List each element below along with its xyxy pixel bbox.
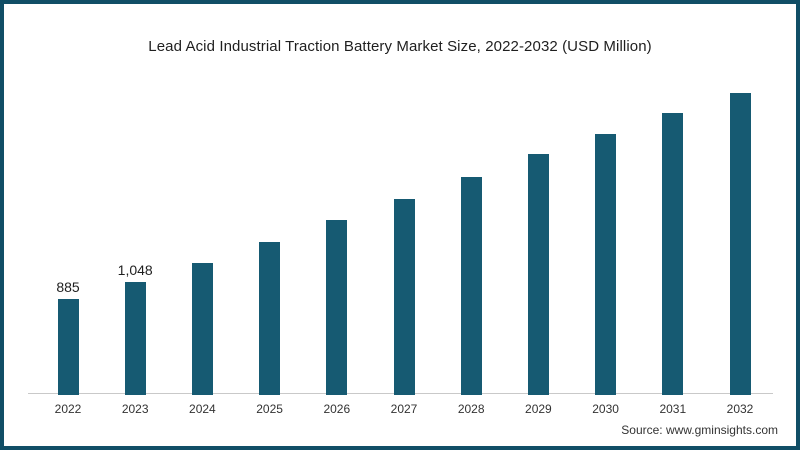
x-tick-label-2028: 2028 <box>457 402 485 416</box>
x-tick-label-2026: 2026 <box>323 402 351 416</box>
bar-2027 <box>393 198 415 395</box>
bar-2023 <box>124 281 146 395</box>
bar-2029 <box>527 153 549 395</box>
x-tick-label-2025: 2025 <box>256 402 283 416</box>
x-tick-label-2029: 2029 <box>525 402 552 416</box>
bar-2031 <box>662 112 684 395</box>
bar-2022 <box>57 299 79 395</box>
x-tick-label-2022: 2022 <box>54 402 82 416</box>
x-tick-label-2030: 2030 <box>592 402 619 416</box>
x-tick-label-2024: 2024 <box>189 402 216 416</box>
x-tick-label-2023: 2023 <box>121 402 149 416</box>
plot-area: 885 2022 1,048 2023 2024 2025 2026 2027 2028 2029… <box>4 4 796 446</box>
x-tick-label-2027: 2027 <box>390 402 418 416</box>
bar-value-label-2023: 1,048 <box>117 261 153 278</box>
x-tick-label-2031: 2031 <box>659 402 687 416</box>
bar-2024 <box>191 263 213 395</box>
x-tick-label-2032: 2032 <box>726 402 754 416</box>
bar-value-label-2022: 885 <box>56 279 80 296</box>
bar-2026 <box>326 219 348 395</box>
bar-2028 <box>460 177 482 395</box>
source-text: Source: www.gminsights.com <box>621 423 778 437</box>
chart-title: Lead Acid Industrial Traction Battery Ma… <box>148 38 652 55</box>
bar-2030 <box>595 133 617 395</box>
bar-2032 <box>729 92 751 395</box>
bar-2025 <box>259 242 281 395</box>
